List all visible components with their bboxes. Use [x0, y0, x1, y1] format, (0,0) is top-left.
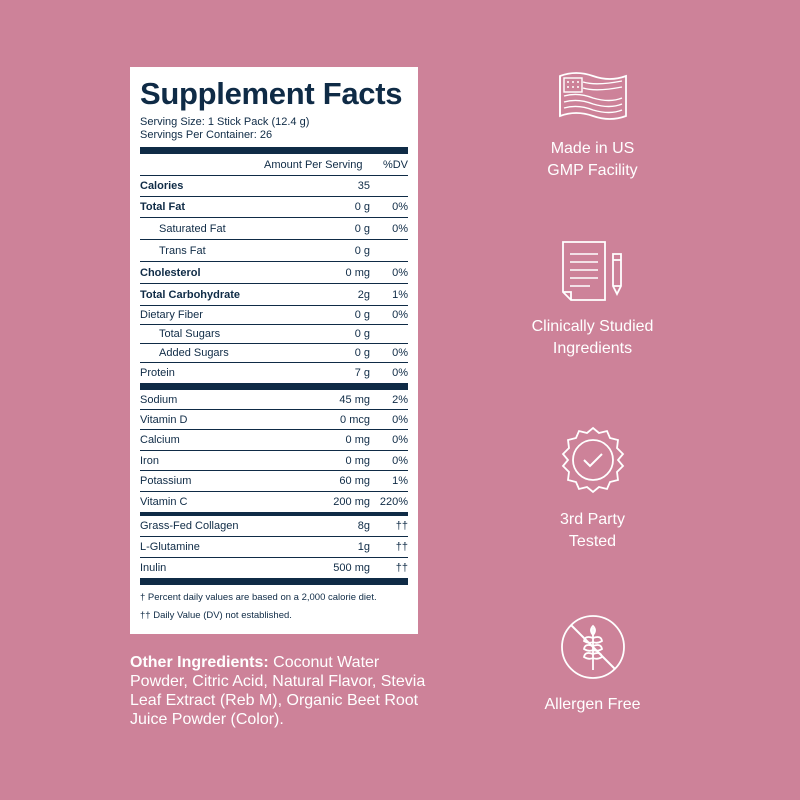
table-row: L-Glutamine 1g ††: [140, 537, 408, 558]
badge-line: Clinically Studied: [531, 318, 654, 335]
badge-allergen-free: Allergen Free: [510, 612, 675, 716]
other-ingredients-label: Other Ingredients:: [130, 654, 269, 671]
table-row: Protein 7 g 0%: [140, 367, 408, 379]
serving-size: Serving Size: 1 Stick Pack (12.4 g): [140, 116, 310, 128]
divider-thick: [140, 383, 408, 390]
divider-thick: [140, 147, 408, 154]
badge-line: Made in US: [550, 140, 635, 157]
badge-clinically-studied: Clinically Studied Ingredients: [510, 240, 675, 360]
document-pencil-icon: [561, 241, 622, 301]
table-row: Added Sugars 0 g 0%: [140, 344, 408, 363]
table-row: Total Carbohydrate 2g 1%: [140, 284, 408, 306]
other-ingredients-text: Coconut Water Powder, Citric Acid, Natur…: [130, 654, 426, 728]
footnote-dv: † Percent daily values are based on a 2,…: [140, 592, 377, 603]
table-row: Calories 35: [140, 176, 408, 197]
facts-title: Supplement Facts: [140, 76, 403, 111]
table-row: Calcium 0 mg 0%: [140, 430, 408, 451]
table-row: Vitamin C 200 mg 220%: [140, 496, 408, 508]
servings-per-container: Servings Per Container: 26: [140, 129, 273, 141]
footnote-not-established: †† Daily Value (DV) not established.: [140, 610, 292, 621]
table-row: Saturated Fat 0 g 0%: [140, 218, 408, 240]
badge-line: 3rd Party: [560, 511, 625, 528]
serving-info: Serving Size: 1 Stick Pack (12.4 g) Serv…: [140, 116, 408, 142]
table-row: Iron 0 mg 0%: [140, 451, 408, 471]
badge-third-party-tested: 3rd Party Tested: [510, 425, 675, 553]
facts-header-row: Amount Per Serving %DV: [140, 154, 408, 176]
amount-header: Amount Per Serving: [264, 158, 363, 171]
supplement-facts-panel: Supplement Facts Serving Size: 1 Stick P…: [130, 67, 418, 634]
divider-medium: [140, 512, 408, 516]
dv-header: %DV: [382, 158, 408, 171]
check-seal-icon: [561, 426, 624, 494]
badge-made-in-us: Made in US GMP Facility: [510, 70, 675, 182]
badge-line: GMP Facility: [547, 162, 638, 179]
table-row: Inulin 500 mg ††: [140, 562, 408, 574]
footnotes: † Percent daily values are based on a 2,…: [140, 589, 408, 625]
divider-thick: [140, 578, 408, 585]
badge-line: Tested: [568, 533, 617, 550]
table-row: Trans Fat 0 g: [140, 240, 408, 262]
no-wheat-icon: [560, 615, 625, 679]
table-row: Total Sugars 0 g: [140, 325, 408, 344]
table-row: Total Fat 0 g 0%: [140, 197, 408, 218]
us-flag-icon: [558, 72, 627, 120]
table-row: Cholesterol 0 mg 0%: [140, 262, 408, 284]
table-row: Grass-Fed Collagen 8g ††: [140, 516, 408, 537]
badge-line: Allergen Free: [544, 696, 641, 713]
other-ingredients: Other Ingredients: Coconut Water Powder,…: [130, 653, 430, 729]
table-row: Potassium 60 mg 1%: [140, 471, 408, 492]
badge-line: Ingredients: [552, 340, 633, 357]
table-row: Sodium 45 mg 2%: [140, 390, 408, 410]
table-row: Dietary Fiber 0 g 0%: [140, 306, 408, 325]
